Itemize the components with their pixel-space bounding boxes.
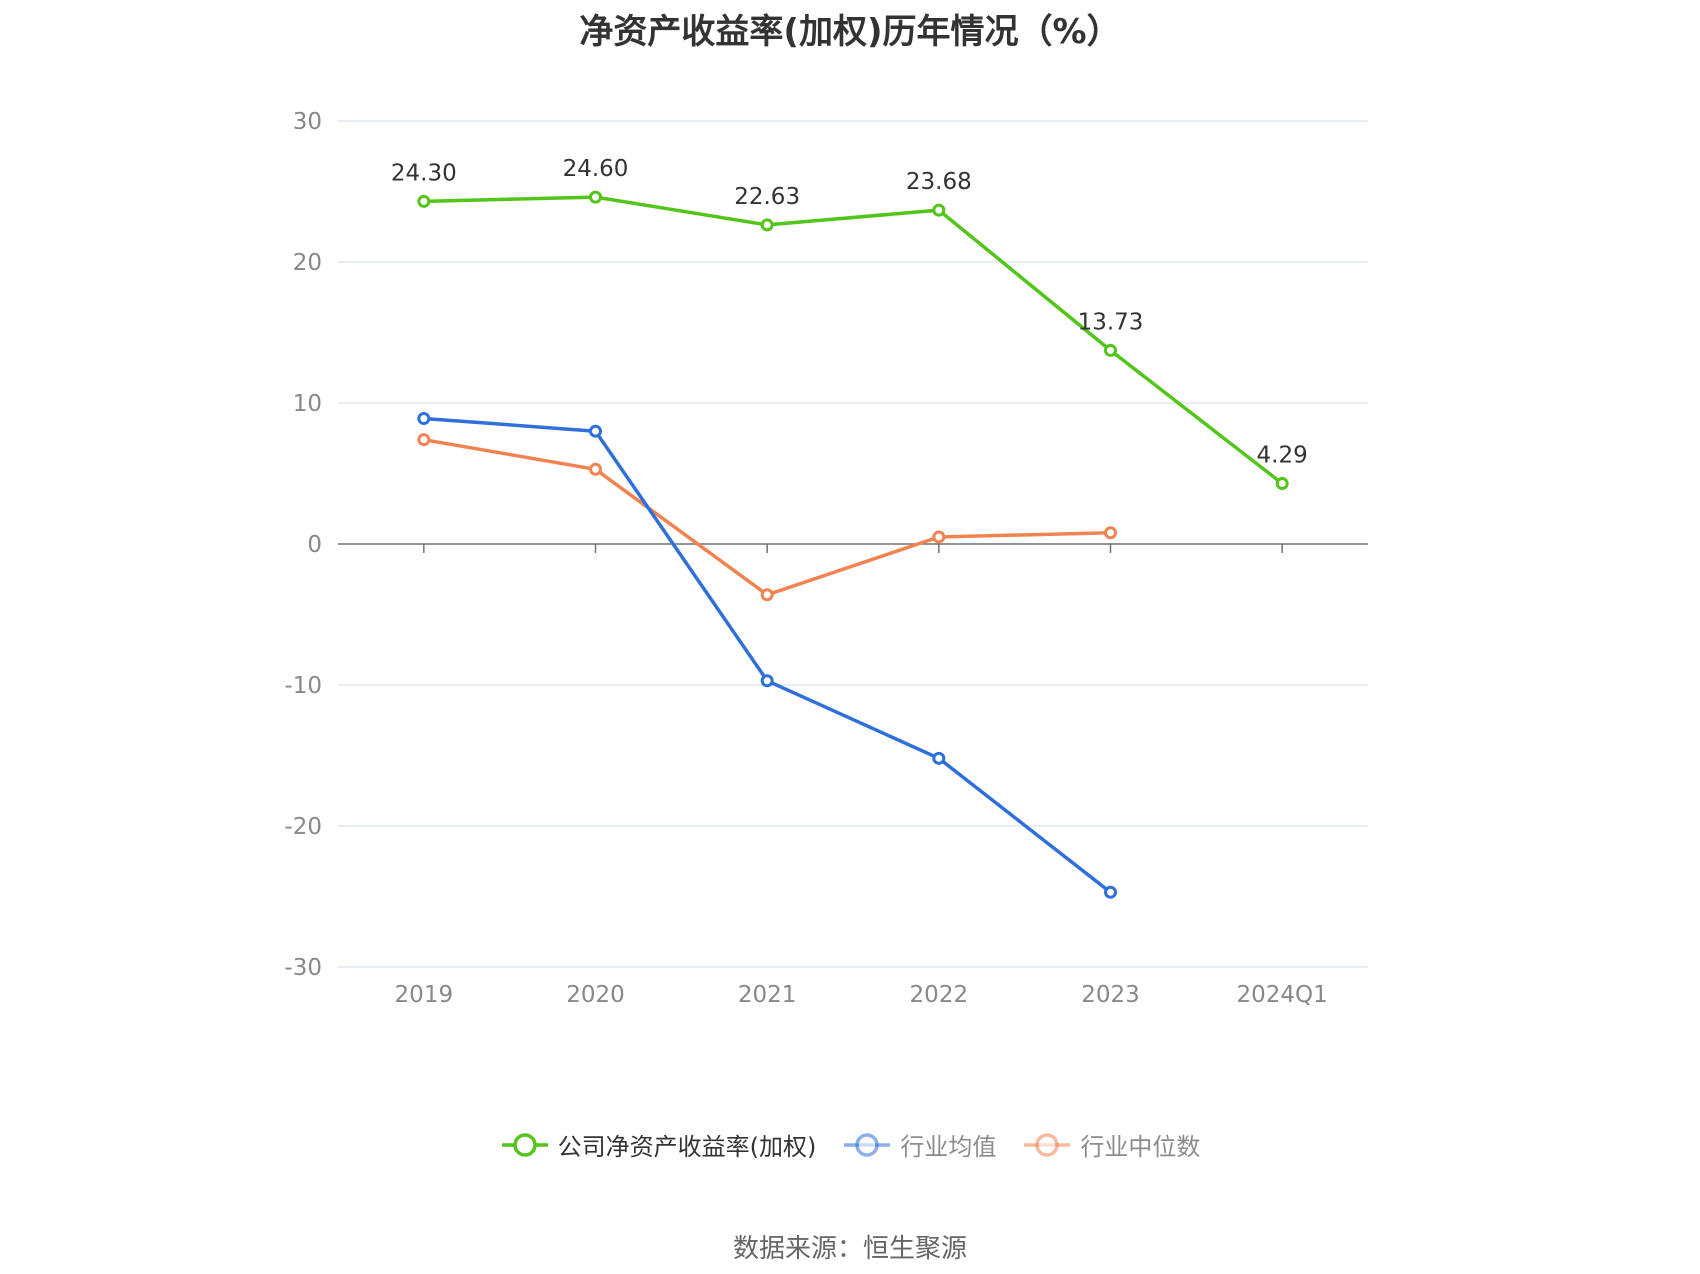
x-tick-label: 2022 [910,982,969,1008]
grid-lines [338,120,1368,968]
legend-label: 行业中位数 [1080,1133,1201,1161]
series-line [423,195,1284,485]
data-point [589,424,602,438]
y-tick-label: 20 [293,250,322,276]
data-point [760,218,774,232]
data-point [1275,477,1289,491]
x-tick-label: 2021 [738,982,797,1008]
x-tick-label: 2023 [1081,982,1140,1008]
legend-marker-icon [844,1132,891,1157]
x-tick-label: 2019 [395,982,454,1008]
data-labels: 24.30 24.60 22.63 23.68 13.73 4.29 [391,156,1308,468]
legend-label: 行业均值 [900,1133,997,1161]
legend-marker-icon [501,1132,548,1157]
data-label: 13.73 [1078,309,1144,335]
data-label: 23.68 [906,169,972,195]
series-layer [417,190,1289,899]
data-point [1104,885,1117,899]
data-point [417,412,431,426]
data-point [760,674,774,688]
data-label: 4.29 [1257,443,1308,469]
data-point [1104,343,1117,357]
legend: 公司净资产收益率(加权) 行业均值 行业中位数 [0,1127,1700,1162]
data-source: 数据来源：恒生聚源 [732,1234,967,1264]
y-tick-label: -20 [284,814,322,840]
data-point [589,462,602,476]
x-tick-label: 2024Q1 [1237,982,1328,1008]
x-tick-label: 2020 [566,982,625,1008]
data-point [760,588,774,602]
axes: 30 20 10 0 -10 -20 -30 2019 2020 2021 2022 2023 2024… [284,109,1368,1008]
series-line [423,437,1111,597]
y-tick-label: 10 [293,391,322,417]
data-label: 24.30 [391,160,457,186]
data-label: 24.60 [563,156,629,182]
legend-marker-icon [1024,1132,1071,1157]
y-tick-label: 30 [293,109,322,135]
legend-item[interactable]: 公司净资产收益率(加权) [500,1127,817,1162]
series-line [423,416,1112,894]
chart-title: 净资产收益率(加权)历年情况（%） [579,12,1121,52]
legend-item[interactable]: 行业中位数 [1022,1127,1200,1162]
legend-item[interactable]: 行业均值 [842,1127,996,1162]
data-point [417,433,431,447]
data-point [589,190,602,204]
y-tick-label: 0 [307,532,322,558]
y-tick-label: -10 [284,673,322,699]
data-point [1104,526,1117,540]
data-point [932,530,946,544]
legend-label: 公司净资产收益率(加权) [557,1133,817,1161]
y-tick-label: -30 [284,955,322,981]
data-label: 22.63 [734,184,800,210]
data-point [932,203,946,217]
data-point [417,194,431,208]
data-point [932,751,946,765]
